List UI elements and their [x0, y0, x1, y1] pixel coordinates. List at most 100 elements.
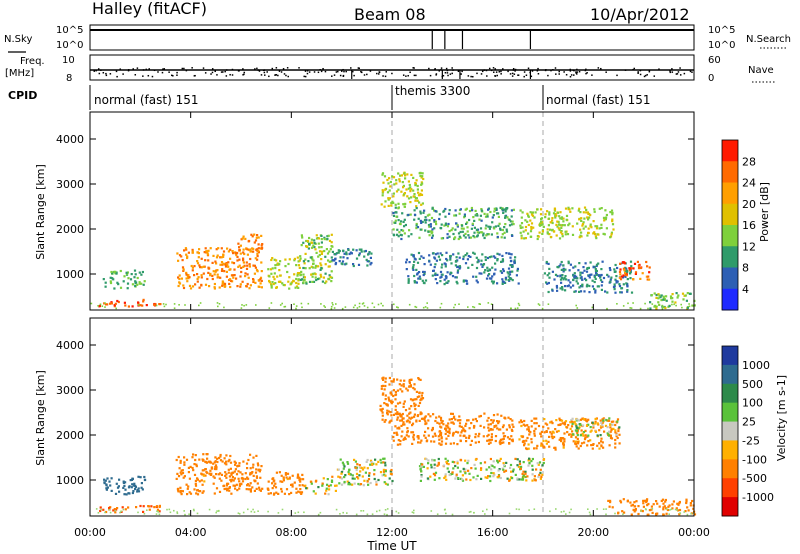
echo-cell	[387, 182, 390, 185]
echo-cell	[176, 511, 178, 513]
echo-cell	[213, 467, 216, 471]
echo-cell	[242, 235, 245, 238]
echo-cell	[318, 253, 321, 257]
echo-cell	[268, 275, 271, 278]
echo-cell	[628, 267, 632, 270]
echo-cell	[572, 278, 575, 281]
echo-cell	[228, 458, 231, 461]
echo-cell	[501, 208, 504, 211]
nave-point	[434, 68, 436, 70]
echo-cell	[469, 255, 472, 258]
echo-cell	[182, 284, 185, 287]
echo-cell	[382, 376, 385, 379]
echo-cell	[579, 234, 582, 237]
echo-cell	[438, 438, 441, 441]
echo-cell	[593, 280, 596, 284]
echo-cell	[412, 512, 415, 514]
echo-cell	[135, 506, 138, 509]
echo-cell	[415, 268, 418, 271]
echo-cell	[153, 303, 156, 306]
nave-point	[554, 67, 557, 69]
echo-cell	[236, 489, 239, 492]
echo-cell	[452, 422, 455, 425]
echo-cell	[414, 408, 417, 411]
echo-cell	[579, 228, 582, 231]
echo-cell	[342, 511, 344, 514]
echo-cell	[574, 440, 578, 443]
echo-cell	[439, 280, 442, 283]
echo-cell	[238, 484, 241, 487]
echo-cell	[551, 219, 554, 222]
nave-point	[584, 69, 587, 72]
echo-cell	[333, 259, 336, 262]
echo-cell	[633, 510, 636, 513]
echo-cell	[438, 430, 441, 433]
echo-cell	[221, 280, 224, 283]
echo-cell	[485, 234, 488, 237]
colorbar-tick-label: 100	[742, 397, 763, 410]
echo-cell	[648, 278, 651, 281]
echo-cell	[315, 237, 319, 240]
echo-cell	[284, 265, 287, 268]
echo-cell	[225, 484, 228, 487]
echo-cell	[323, 249, 326, 253]
nave-point	[429, 74, 432, 77]
echo-cell	[221, 268, 224, 271]
echo-cell	[572, 421, 575, 424]
echo-cell	[224, 265, 228, 268]
echo-cell	[396, 418, 399, 421]
echo-cell	[491, 464, 494, 468]
echo-cell	[630, 504, 633, 507]
echo-cell	[520, 424, 523, 428]
nave-point	[361, 71, 363, 74]
echo-cell	[379, 408, 382, 411]
echo-cell	[239, 285, 242, 288]
colorbar-segment	[722, 402, 738, 423]
echo-cell	[192, 469, 195, 472]
nave-point	[446, 72, 449, 74]
echo-cell	[527, 214, 530, 217]
nave-point	[512, 69, 515, 71]
echo-cell	[497, 215, 500, 218]
echo-cell	[490, 438, 493, 441]
nave-point	[378, 73, 380, 75]
nave-point	[555, 73, 557, 75]
echo-cell	[183, 456, 186, 459]
echo-cell	[371, 462, 374, 466]
echo-cell	[480, 209, 483, 212]
echo-cell	[137, 487, 140, 490]
echo-cell	[549, 431, 552, 434]
echo-cell	[422, 306, 425, 309]
echo-cell	[592, 220, 595, 223]
echo-cell	[194, 482, 197, 485]
echo-cell	[494, 268, 497, 271]
echo-cell	[328, 239, 332, 242]
echo-cell	[456, 466, 459, 469]
echo-cell	[446, 225, 449, 228]
echo-cell	[260, 261, 263, 264]
nave-point	[115, 70, 118, 73]
echo-cell	[500, 260, 503, 263]
echo-cell	[439, 433, 442, 436]
echo-cell	[122, 480, 125, 483]
echo-cell	[450, 271, 453, 275]
echo-cell	[505, 230, 509, 233]
echo-cell	[674, 301, 677, 304]
nave-point	[563, 71, 565, 73]
echo-cell	[593, 231, 596, 234]
echo-cell	[388, 189, 391, 192]
echo-cell	[147, 505, 151, 508]
echo-cell	[468, 472, 471, 475]
echo-cell	[619, 262, 622, 265]
echo-cell	[420, 221, 423, 224]
echo-cell	[686, 513, 689, 516]
echo-cell	[543, 431, 546, 434]
echo-cell	[580, 219, 583, 222]
echo-cell	[422, 417, 425, 420]
echo-cell	[567, 284, 571, 287]
echo-cell	[427, 230, 430, 233]
echo-cell	[457, 237, 460, 241]
echo-cell	[443, 509, 446, 511]
echo-cell	[403, 232, 406, 235]
echo-cell	[226, 247, 229, 250]
